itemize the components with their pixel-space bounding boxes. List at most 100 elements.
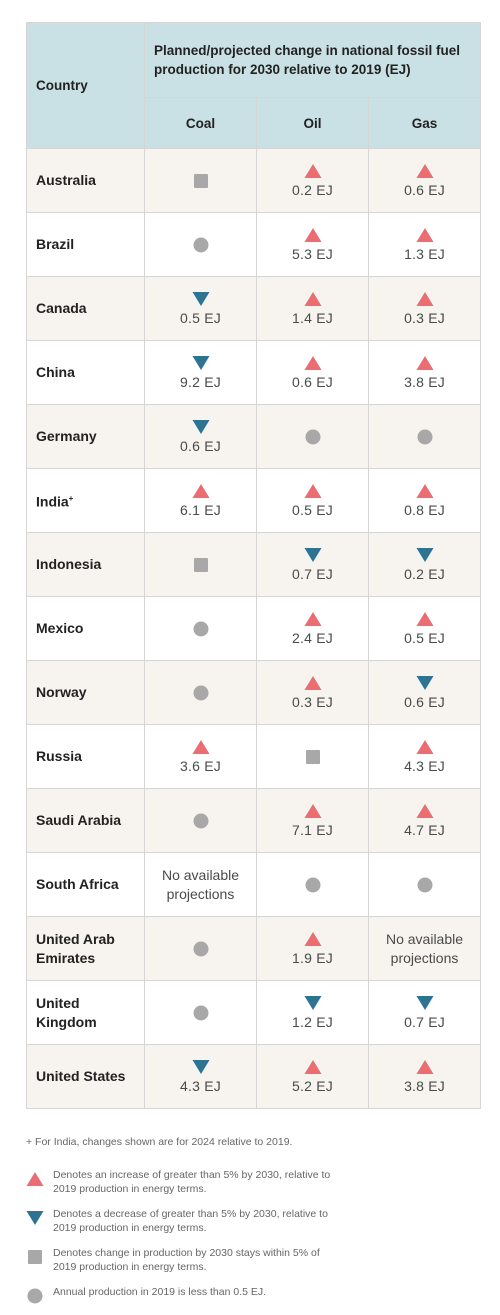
change-value: 6.1 EJ bbox=[180, 502, 221, 518]
gas-cell: 0.3 EJ bbox=[367, 276, 482, 341]
decrease-triangle-icon bbox=[304, 996, 321, 1010]
country-name-text: United Arab Emirates bbox=[36, 930, 115, 966]
triangle-down-icon bbox=[26, 1211, 44, 1225]
circle-icon bbox=[27, 1288, 43, 1304]
legend-item: Denotes a decrease of greater than 5% by… bbox=[26, 1207, 480, 1235]
country-name: India+ bbox=[26, 468, 145, 533]
country-name: China bbox=[26, 340, 145, 405]
increase-triangle-icon bbox=[304, 676, 321, 690]
table-row: China 9.2 EJ 0.6 EJ 3.8 EJ bbox=[26, 340, 482, 405]
country-name-text: South Africa bbox=[36, 876, 119, 892]
decrease-triangle-icon bbox=[416, 996, 433, 1010]
change-value: 0.6 EJ bbox=[292, 374, 333, 390]
gas-cell: 0.5 EJ bbox=[367, 596, 482, 661]
oil-cell: 2.4 EJ bbox=[256, 596, 369, 661]
change-value: 3.6 EJ bbox=[180, 758, 221, 774]
increase-triangle-icon bbox=[416, 740, 433, 754]
change-value: 5.2 EJ bbox=[292, 1078, 333, 1094]
coal-cell bbox=[144, 212, 257, 277]
table-row: United Arab Emirates 1.9 EJ No available p… bbox=[26, 916, 482, 981]
table-row: Russia 3.6 EJ 4.3 EJ bbox=[26, 724, 482, 789]
increase-triangle-icon bbox=[304, 612, 321, 626]
change-value: 0.3 EJ bbox=[292, 694, 333, 710]
oil-cell: 0.2 EJ bbox=[256, 148, 369, 213]
table-row: Mexico 2.4 EJ 0.5 EJ bbox=[26, 596, 482, 661]
production-table-container: Country Planned/projected change in nati… bbox=[26, 22, 482, 1109]
country-name-text: India bbox=[36, 493, 69, 510]
low-production-circle-icon bbox=[193, 813, 208, 828]
increase-triangle-icon bbox=[304, 484, 321, 498]
increase-triangle-icon bbox=[416, 356, 433, 370]
oil-cell: 0.5 EJ bbox=[256, 468, 369, 533]
change-value: 0.5 EJ bbox=[292, 502, 333, 518]
gas-cell: 4.7 EJ bbox=[367, 788, 482, 853]
change-value: 0.2 EJ bbox=[292, 182, 333, 198]
table-row: Brazil 5.3 EJ 1.3 EJ bbox=[26, 212, 482, 277]
coal-cell bbox=[144, 788, 257, 853]
table-row: India+ 6.1 EJ 0.5 EJ 0.8 EJ bbox=[26, 468, 482, 533]
oil-cell: 0.3 EJ bbox=[256, 660, 369, 725]
square-icon bbox=[28, 1250, 42, 1264]
increase-triangle-icon bbox=[304, 804, 321, 818]
legend-text: Denotes change in production by 2030 sta… bbox=[53, 1247, 320, 1273]
low-production-circle-icon bbox=[305, 429, 320, 444]
legend-text: Denotes an increase of greater than 5% b… bbox=[53, 1169, 331, 1195]
table-row: Saudi Arabia 7.1 EJ 4.7 EJ bbox=[26, 788, 482, 853]
triangle-up-icon bbox=[26, 1172, 44, 1186]
legend-item: Annual production in 2019 is less than 0… bbox=[26, 1285, 480, 1304]
gas-cell: 0.6 EJ bbox=[367, 660, 482, 725]
table-body: Australia 0.2 EJ 0.6 EJ Brazil 5.3 EJ 1.3 EJ C… bbox=[26, 148, 482, 1109]
coal-cell bbox=[144, 532, 257, 597]
decrease-triangle-icon bbox=[192, 1060, 209, 1074]
low-production-circle-icon bbox=[305, 877, 320, 892]
increase-triangle-icon bbox=[304, 228, 321, 242]
coal-cell bbox=[144, 148, 257, 213]
country-name-text: Australia bbox=[36, 172, 96, 188]
change-value: 0.5 EJ bbox=[180, 310, 221, 326]
decrease-triangle-icon bbox=[192, 356, 209, 370]
increase-triangle-icon bbox=[304, 932, 321, 946]
coal-cell: 4.3 EJ bbox=[144, 1044, 257, 1109]
change-value: 0.3 EJ bbox=[404, 310, 445, 326]
decrease-triangle-icon bbox=[416, 548, 433, 562]
country-name: Russia bbox=[26, 724, 145, 789]
table-row: South Africa No available projections bbox=[26, 852, 482, 917]
coal-cell bbox=[144, 660, 257, 725]
coal-cell: 0.5 EJ bbox=[144, 276, 257, 341]
country-name: Australia bbox=[26, 148, 145, 213]
no-projection-text: No available projections bbox=[161, 866, 240, 902]
low-production-circle-icon bbox=[193, 941, 208, 956]
gas-column-header: Gas bbox=[367, 97, 482, 149]
increase-triangle-icon bbox=[192, 740, 209, 754]
legend: Denotes an increase of greater than 5% b… bbox=[26, 1168, 480, 1315]
change-value: 4.7 EJ bbox=[404, 822, 445, 838]
increase-triangle-icon bbox=[304, 292, 321, 306]
decrease-triangle-icon bbox=[192, 420, 209, 434]
gas-cell: 0.8 EJ bbox=[367, 468, 482, 533]
country-name-text: China bbox=[36, 364, 75, 380]
country-name-text: United States bbox=[36, 1068, 126, 1084]
oil-cell bbox=[256, 724, 369, 789]
gas-cell bbox=[367, 404, 482, 469]
country-name-text: Mexico bbox=[36, 620, 84, 636]
country-name-text: Indonesia bbox=[36, 556, 102, 572]
production-table: Country Planned/projected change in nati… bbox=[26, 22, 482, 1109]
country-name: South Africa bbox=[26, 852, 145, 917]
legend-text: Annual production in 2019 is less than 0… bbox=[53, 1286, 267, 1298]
change-value: 4.3 EJ bbox=[404, 758, 445, 774]
gas-cell: 0.7 EJ bbox=[367, 980, 482, 1045]
table-row: Norway 0.3 EJ 0.6 EJ bbox=[26, 660, 482, 725]
coal-column-header: Coal bbox=[144, 97, 257, 149]
low-production-circle-icon bbox=[417, 877, 432, 892]
no-projection-text: No available projections bbox=[385, 930, 464, 966]
change-value: 0.5 EJ bbox=[404, 630, 445, 646]
change-value: 0.8 EJ bbox=[404, 502, 445, 518]
change-value: 0.7 EJ bbox=[404, 1014, 445, 1030]
country-name: United Kingdom bbox=[26, 980, 145, 1045]
country-name: Saudi Arabia bbox=[26, 788, 145, 853]
country-name-text: Norway bbox=[36, 684, 87, 700]
gas-cell: 1.3 EJ bbox=[367, 212, 482, 277]
table-row: Indonesia 0.7 EJ 0.2 EJ bbox=[26, 532, 482, 597]
increase-triangle-icon bbox=[416, 292, 433, 306]
low-production-circle-icon bbox=[193, 621, 208, 636]
